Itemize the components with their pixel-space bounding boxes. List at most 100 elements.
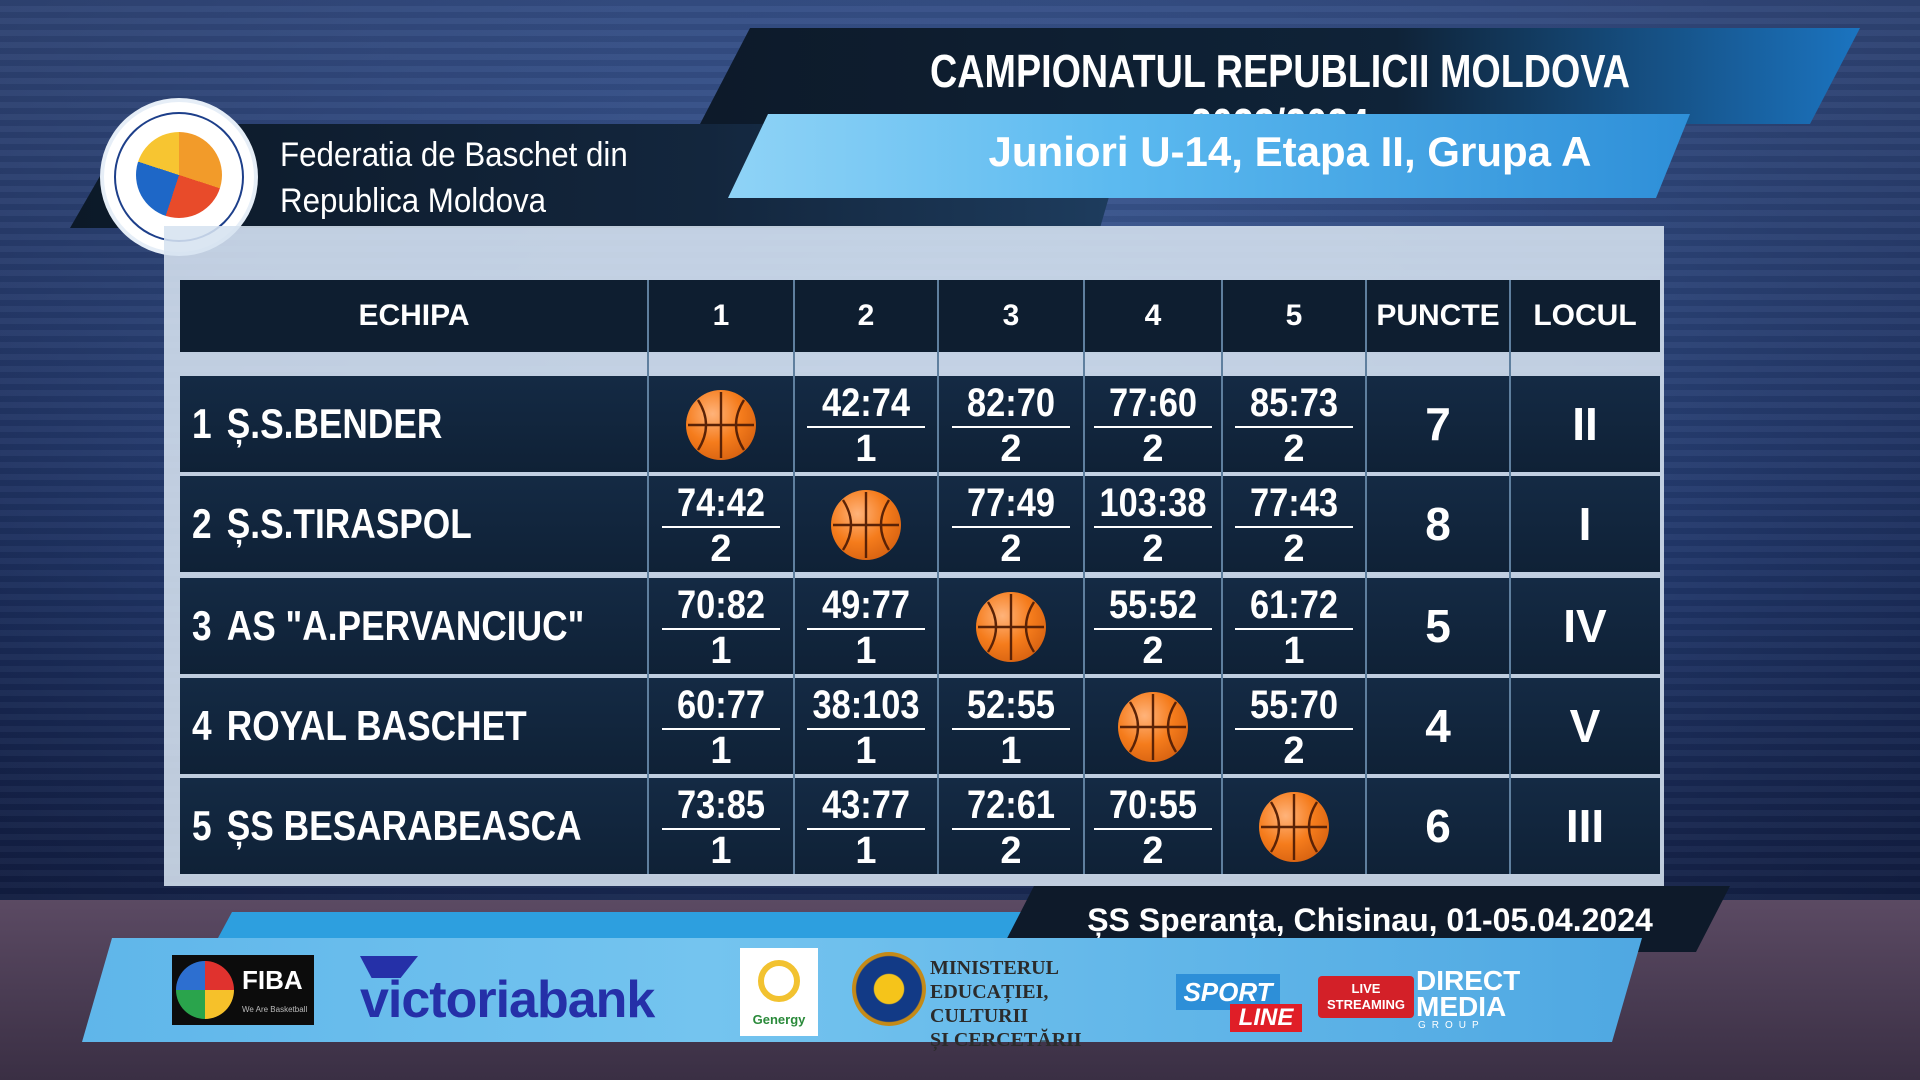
column-divider [1509,280,1511,874]
match-points: 1 [710,830,732,872]
match-points: 2 [1142,528,1164,570]
match-result: 72:61 2 [938,782,1084,872]
match-points: 2 [710,528,732,570]
table-header: ECHIPA 1 2 3 4 5 PUNCTE LOCUL [180,280,1660,352]
match-score: 77:60 [1109,381,1197,425]
team-name: 5 ȘS BESARABEASCA [192,778,582,874]
match-result: 73:85 1 [648,782,794,872]
victoriabank-mark-icon [360,956,418,978]
fiba-tagline: We Are Basketball [242,1005,308,1014]
score-divider [807,728,925,730]
sportline-logo-line: LINE [1230,1004,1302,1032]
match-score: 77:43 [1250,481,1338,525]
score-divider [952,426,1070,428]
match-points: 1 [1283,630,1305,672]
match-score: 70:82 [677,583,765,627]
match-result: 61:72 1 [1222,582,1366,672]
ministry-line2: EDUCAȚIEI, CULTURII [930,981,1049,1027]
match-points: 1 [855,730,877,772]
streaming-label: STREAMING [1327,997,1405,1012]
column-header-game-3: 3 [1002,299,1020,332]
match-points: 2 [1000,528,1022,570]
table-row: 3 AS "A.PERVANCIUC" 70:82 1 49:77 1 55:52 2 61:7… [180,578,1660,674]
match-points: 1 [855,428,877,470]
match-points: 2 [1283,730,1305,772]
team-label: AS "A.PERVANCIUC" [226,602,585,649]
table-row: 4 ROYAL BASCHET 60:77 1 38:103 1 52:55 1 55:70 2 4… [180,678,1660,774]
match-score: 55:52 [1109,583,1197,627]
match-result: 43:77 1 [794,782,938,872]
match-result: 74:42 2 [648,480,794,570]
match-score: 82:70 [967,381,1055,425]
genergy-wordmark: Genergy [752,1012,806,1027]
genergy-bulb-icon [758,960,800,1002]
match-result: 70:55 2 [1084,782,1222,872]
federation-name-line2: Republica Moldova [280,182,547,220]
match-points: 2 [1283,428,1305,470]
match-result: 55:52 2 [1084,582,1222,672]
match-result: 70:82 1 [648,582,794,672]
column-header-team: ECHIPA [358,299,470,332]
column-header-puncte: PUNCTE [1376,299,1500,332]
column-header-game-5: 5 [1285,299,1303,332]
team-number: 3 [192,602,212,649]
direct-media-logo: DIRECT MEDIA [1416,967,1520,1021]
column-divider [793,280,795,874]
match-result: 55:70 2 [1222,682,1366,772]
table-row: 5 ȘS BESARABEASCA 73:85 1 43:77 1 72:61 2 70:55 2… [180,778,1660,874]
final-place: II [1572,398,1598,450]
total-points: 7 [1425,398,1451,450]
match-points: 2 [1000,428,1022,470]
match-score: 74:42 [677,481,765,525]
match-points: 2 [1283,528,1305,570]
score-divider [662,526,780,528]
score-divider [1094,828,1212,830]
final-place: V [1569,700,1601,752]
score-divider [807,426,925,428]
score-divider [1094,426,1212,428]
ministry-line3: ȘI CERCETĂRII [930,1029,1082,1051]
match-result: 60:77 1 [648,682,794,772]
match-score: 52:55 [967,683,1055,727]
score-divider [1094,526,1212,528]
match-result: 77:60 2 [1084,380,1222,470]
fiba-wordmark: FIBA [242,965,303,995]
team-label: Ș.S.BENDER [226,400,443,447]
match-result: 82:70 2 [938,380,1084,470]
fiba-ball-icon [176,961,234,1019]
total-points: 4 [1425,700,1451,752]
match-score: 61:72 [1250,583,1338,627]
basketball-icon [1259,792,1329,862]
final-place: IV [1563,600,1607,652]
team-name: 4 ROYAL BASCHET [192,678,527,774]
match-points: 2 [1142,830,1164,872]
score-divider [662,828,780,830]
competition-subtitle: Juniori U-14, Etapa II, Grupa A [988,128,1592,175]
match-score: 43:77 [822,783,910,827]
total-points: 5 [1425,600,1451,652]
basketball-icon [1118,692,1188,762]
match-points: 1 [855,830,877,872]
column-divider [647,280,649,874]
match-result: 77:49 2 [938,480,1084,570]
score-divider [662,728,780,730]
basketball-icon [686,390,756,460]
total-points: 8 [1425,498,1451,550]
match-result: 52:55 1 [938,682,1084,772]
score-divider [952,526,1070,528]
match-points: 1 [1000,730,1022,772]
final-place: I [1578,498,1592,550]
federation-name: Federatia de Baschet din Republica Moldo… [280,132,666,224]
match-score: 42:74 [822,381,910,425]
match-result: 103:38 2 [1084,480,1222,570]
match-score: 77:49 [967,481,1055,525]
match-points: 2 [1000,830,1022,872]
ministry-coat-of-arms-icon [852,952,926,1026]
column-header-game-2: 2 [857,299,875,332]
score-divider [1235,728,1353,730]
ministry-line1: MINISTERUL [930,957,1059,979]
live-streaming-badge: LIVE STREAMING [1318,976,1414,1018]
final-place: III [1565,800,1605,852]
footer-accent-strip [218,912,1058,938]
column-header-locul: LOCUL [1533,299,1637,332]
